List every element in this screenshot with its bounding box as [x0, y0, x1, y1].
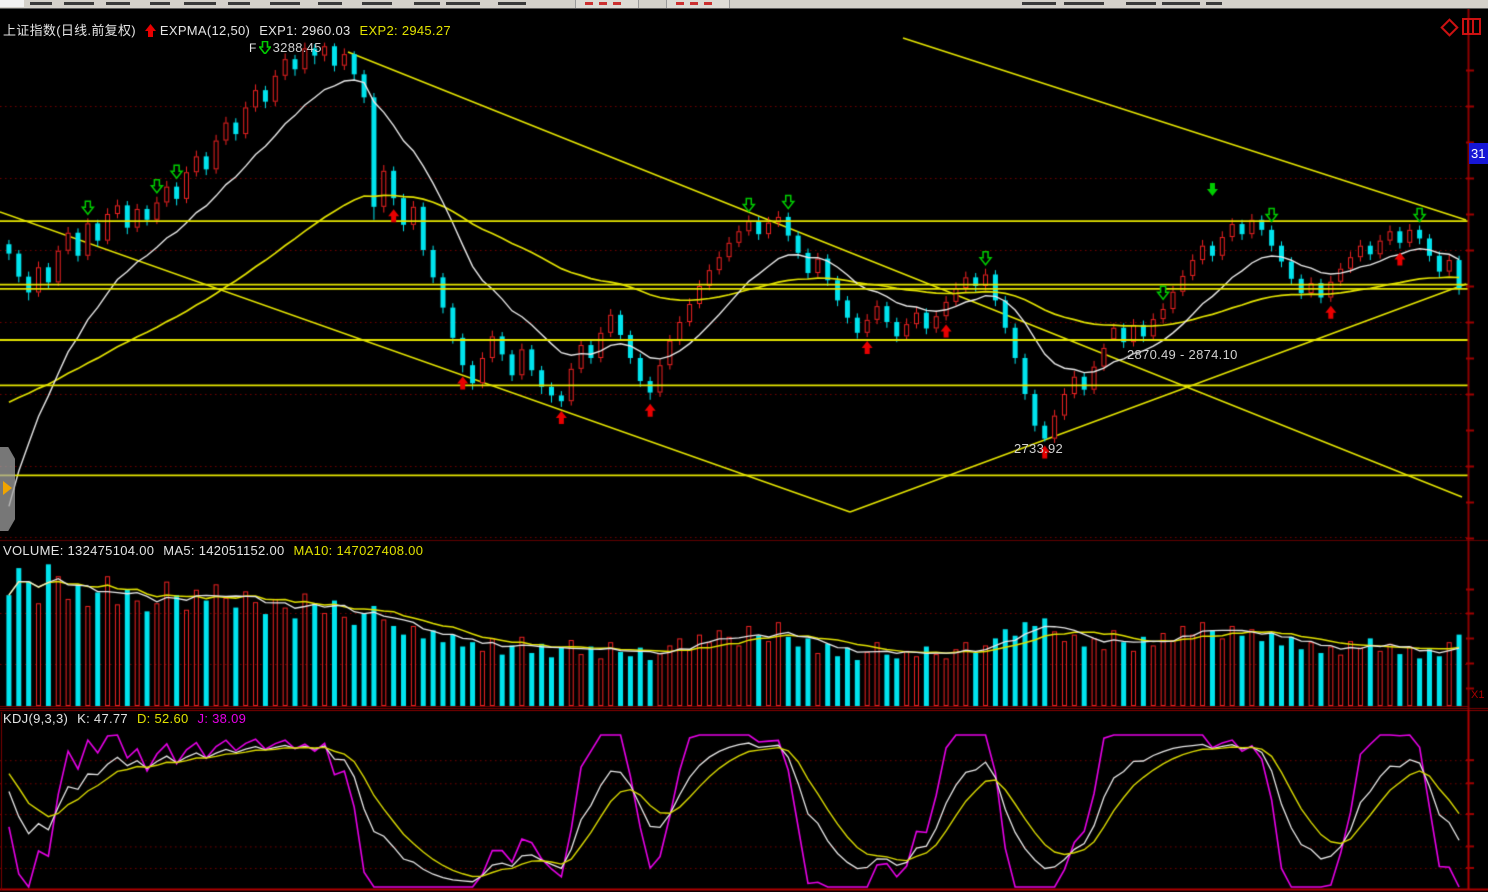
- toolbar-text-remnant: [498, 2, 526, 5]
- main-pane-header: 上证指数(日线.前复权) EXPMA(12,50) EXP1: 2960.03 EXP…: [3, 20, 460, 38]
- toolbar-button-remnant[interactable]: [575, 0, 639, 8]
- top-toolbar-remnant: [0, 0, 1488, 9]
- toolbar-text-remnant: [1162, 2, 1200, 5]
- toolbar-text-remnant: [64, 2, 94, 5]
- peak-marker-f: F: [249, 41, 257, 55]
- indicator-name: EXPMA(12,50): [159, 23, 251, 38]
- kdj-d-value: D: 52.60: [136, 711, 189, 726]
- toolbar-text-remnant: [270, 2, 300, 5]
- peak-price-label: 3288.45: [272, 40, 322, 55]
- price-badge: 31: [1469, 143, 1488, 164]
- chart-title: 上证指数(日线.前复权): [3, 23, 136, 38]
- volume-unit-label: X1: [1471, 689, 1485, 701]
- volume-ma5-value: MA5: 142051152.00: [163, 543, 285, 558]
- trough-annotation: 2733.92: [1014, 441, 1064, 456]
- toolbar-text-remnant: [106, 2, 130, 5]
- toolbar-text-remnant: [446, 2, 480, 5]
- volume-pane-header: VOLUME: 132475104.00 MA5: 142051152.00 MA1…: [3, 543, 432, 561]
- gap-annotation: 2870.49 - 2874.10: [1127, 347, 1238, 362]
- toolbar-text-remnant: [1206, 2, 1222, 5]
- toolbar-button-remnant[interactable]: [666, 0, 730, 8]
- peak-annotation: F 3288.45: [249, 40, 322, 56]
- toolbar-text-remnant: [318, 2, 342, 5]
- kdj-j-value: J: 38.09: [197, 711, 247, 726]
- expma-up-arrow-icon: [144, 24, 156, 37]
- pane-layout-icon[interactable]: [1462, 18, 1481, 35]
- kdj-pane-header: KDJ(9,3,3) K: 47.77 D: 52.60 J: 38.09: [3, 711, 255, 729]
- exp2-value: EXP2: 2945.27: [359, 23, 451, 38]
- volume-ma10-value: MA10: 147027408.00: [293, 543, 424, 558]
- expand-arrow-icon: [3, 481, 12, 495]
- toolbar-text-remnant: [150, 2, 170, 5]
- exp1-value: EXP1: 2960.03: [259, 23, 351, 38]
- kdj-indicator-name: KDJ(9,3,3): [3, 711, 69, 726]
- sell-signal-arrow-icon: [257, 40, 272, 56]
- toolbar-text-remnant: [184, 2, 216, 5]
- toolbar-text-remnant: [414, 2, 440, 5]
- volume-value: VOLUME: 132475104.00: [3, 543, 155, 558]
- toolbar-text-remnant: [1064, 2, 1104, 5]
- toolbar-text-remnant: [30, 2, 52, 5]
- expand-panel-handle[interactable]: [0, 447, 15, 531]
- toolbar-text-remnant: [1126, 2, 1156, 5]
- toolbar-text-remnant: [228, 2, 250, 5]
- kdj-k-value: K: 47.77: [77, 711, 128, 726]
- toolbar-text-remnant: [1022, 2, 1056, 5]
- toolbar-text-remnant: [362, 2, 392, 5]
- toolbar-menu-remnant: [0, 0, 24, 7]
